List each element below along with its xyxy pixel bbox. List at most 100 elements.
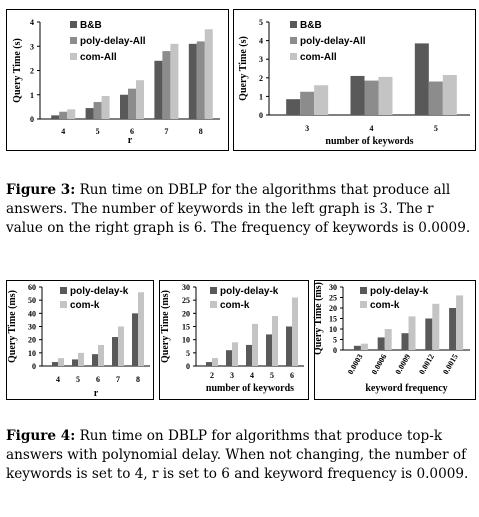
y-tick-label: 30 xyxy=(329,283,337,292)
x-tick-label: 2 xyxy=(210,371,214,380)
bar-B&B-4 xyxy=(351,76,365,115)
legend-label: poly-delay-k xyxy=(220,286,279,297)
bar-B&B-5 xyxy=(415,43,429,115)
legend-swatch xyxy=(290,37,297,44)
y-axis-title: Query Time (ms) xyxy=(160,290,171,363)
y-tick-label: 25 xyxy=(329,294,337,303)
y-tick-label: 5 xyxy=(186,349,190,358)
bar-com-All-6 xyxy=(136,80,144,119)
x-axis-title: keyword frequency xyxy=(365,383,447,394)
bar-com-k-5 xyxy=(272,316,278,366)
legend-swatch xyxy=(210,301,217,308)
y-tick-label: 0 xyxy=(333,346,337,355)
bar-poly-delay-All-4 xyxy=(365,81,379,115)
bar-poly-delay-k-4 xyxy=(246,345,252,366)
legend-swatch xyxy=(360,301,367,308)
y-tick-label: 4 xyxy=(30,18,34,27)
y-tick-label: 15 xyxy=(182,323,190,332)
chart-f4a: 0102030405060Query Time (ms)4 5 6 7 8rpoly-d… xyxy=(7,283,150,399)
y-tick-label: 30 xyxy=(182,283,190,292)
x-tick-label: 0.0015 xyxy=(441,353,460,377)
bar-B&B-7 xyxy=(154,61,162,119)
bar-poly-delay-All-7 xyxy=(162,51,170,119)
x-tick-label: 6 xyxy=(290,371,294,380)
bar-poly-delay-k-0.0012 xyxy=(425,319,432,351)
bar-poly-delay-k-0.0009 xyxy=(402,333,409,350)
bar-com-All-5 xyxy=(443,75,457,115)
legend-swatch xyxy=(360,287,367,294)
x-axis-title: r xyxy=(128,135,133,146)
bar-B&B-5 xyxy=(86,108,94,119)
figure-3-caption-text: Run time on DBLP for the algorithms that… xyxy=(6,182,470,236)
y-tick-label: 5 xyxy=(333,336,337,345)
bar-poly-delay-All-5 xyxy=(429,82,443,115)
x-tick-label: 5 xyxy=(96,127,100,136)
x-tick-label: 5 xyxy=(270,371,274,380)
y-tick-label: 40 xyxy=(28,309,36,318)
bar-B&B-3 xyxy=(286,99,300,115)
bar-poly-delay-k-4 xyxy=(52,362,58,366)
legend-swatch xyxy=(70,37,77,44)
bar-com-k-6 xyxy=(98,345,104,366)
x-tick-label: 4 xyxy=(370,124,374,133)
y-tick-label: 3 xyxy=(259,55,263,64)
bar-com-All-8 xyxy=(205,29,213,119)
legend-swatch xyxy=(60,301,67,308)
x-tick-label: 0.0012 xyxy=(417,353,436,377)
chart-f3a: 0 1 2 3 4 Query Time (s) 4 5 6 7 8 r B&B poly-delay-A… xyxy=(12,18,220,146)
y-tick-label: 4 xyxy=(259,37,263,46)
bar-poly-delay-k-3 xyxy=(226,350,232,366)
bar-poly-delay-All-5 xyxy=(94,102,102,119)
legend-label: com-k xyxy=(70,300,100,311)
x-tick-label: 4 xyxy=(250,371,254,380)
x-tick-label: 5 xyxy=(434,124,438,133)
y-tick-label: 5 xyxy=(259,18,263,27)
legend-label: com-All xyxy=(300,52,337,63)
bar-com-All-5 xyxy=(102,96,110,119)
x-tick-label: 3 xyxy=(305,124,309,133)
y-tick-label: 0 xyxy=(186,362,190,371)
legend-swatch xyxy=(70,21,77,28)
figure-3-caption-label: Figure 3: xyxy=(6,182,75,198)
x-tick-label: 6 xyxy=(96,375,100,384)
bar-com-k-3 xyxy=(232,342,238,366)
bar-poly-delay-k-2 xyxy=(206,362,212,366)
figure-3-caption: Figure 3: Run time on DBLP for the algor… xyxy=(6,181,474,238)
bar-com-k-0.0015 xyxy=(456,295,463,350)
x-axis-title: r xyxy=(94,388,99,399)
y-tick-label: 1 xyxy=(259,92,263,101)
chart-f4b: 0 5 10 15 20 25 30 Query Time (ms) 2 3 4 5 6 number o… xyxy=(160,283,304,394)
x-tick-label: 0.0003 xyxy=(346,353,365,377)
legend-label: B&B xyxy=(300,20,322,31)
bar-poly-delay-All-6 xyxy=(128,89,136,119)
y-tick-label: 10 xyxy=(182,336,190,345)
y-axis-title: Query Time (s) xyxy=(12,38,23,103)
bar-B&B-4 xyxy=(51,115,59,119)
x-tick-label: 3 xyxy=(230,371,234,380)
bar-B&B-6 xyxy=(120,95,128,119)
y-tick-label: 25 xyxy=(182,296,190,305)
y-tick-label: 0 xyxy=(32,362,36,371)
y-tick-label: 2 xyxy=(30,67,34,76)
y-tick-label: 3 xyxy=(30,42,34,51)
legend-label: B&B xyxy=(80,20,102,31)
bar-poly-delay-All-4 xyxy=(59,112,67,119)
y-axis-title: Query Time (ms) xyxy=(313,282,324,355)
y-tick-label: 0 xyxy=(30,115,34,124)
bar-com-All-7 xyxy=(170,44,178,119)
bar-com-k-8 xyxy=(138,292,144,366)
y-tick-label: 10 xyxy=(329,325,337,334)
legend-label: com-k xyxy=(370,300,400,311)
bar-poly-delay-k-0.0015 xyxy=(449,308,456,350)
y-tick-label: 60 xyxy=(28,283,36,292)
bar-poly-delay-k-6 xyxy=(286,327,292,367)
bar-com-k-4 xyxy=(252,324,258,366)
bar-poly-delay-k-5 xyxy=(72,359,78,366)
legend-swatch xyxy=(70,53,77,60)
y-axis-title: Query Time (ms) xyxy=(7,290,18,363)
bar-com-k-6 xyxy=(292,298,298,366)
legend-label: poly-delay-k xyxy=(370,286,429,297)
bar-poly-delay-k-7 xyxy=(112,337,118,366)
bar-com-k-4 xyxy=(58,358,64,366)
bar-poly-delay-All-3 xyxy=(300,92,314,115)
